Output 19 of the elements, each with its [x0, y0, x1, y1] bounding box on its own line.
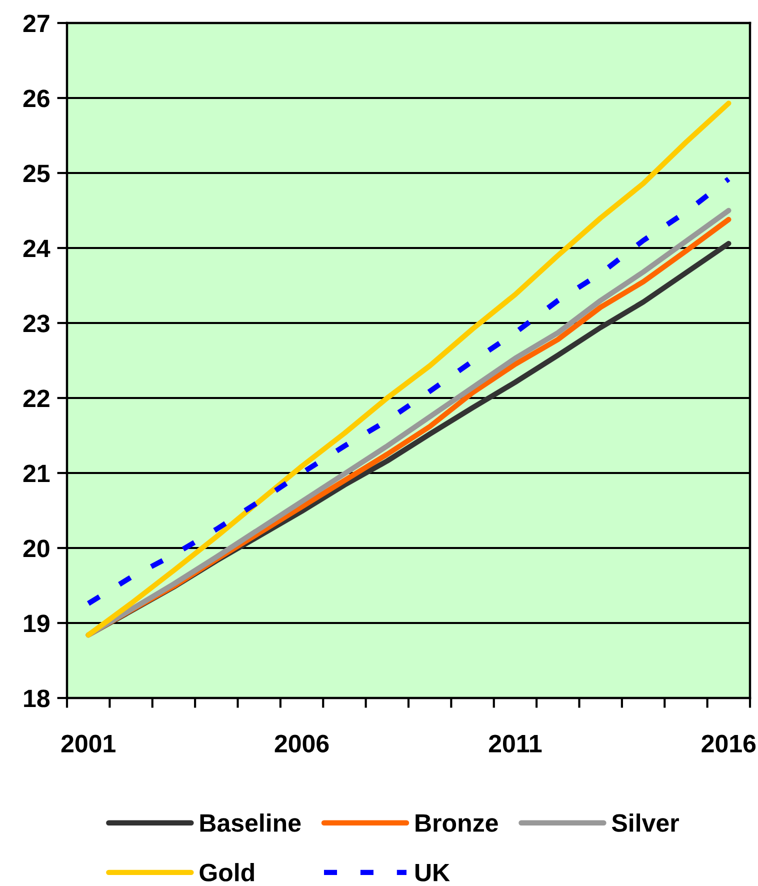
y-tick-label: 18 [24, 690, 50, 708]
x-tick-label: 2006 [274, 734, 329, 752]
legend-label: Gold [200, 863, 254, 882]
y-tick-label: 25 [23, 164, 50, 182]
y-tick-label: 22 [23, 390, 50, 408]
y-tick-label: 24 [23, 240, 50, 258]
y-tick-label: 27 [23, 14, 50, 32]
y-tick-label: 26 [23, 90, 50, 108]
legend-label: Silver [612, 814, 679, 832]
legend-label: Bronze [416, 814, 498, 832]
x-tick-label: 2001 [61, 734, 116, 752]
y-tick-label: 21 [23, 464, 50, 482]
x-tick-label: 2016 [702, 734, 756, 752]
y-tick-label: 23 [23, 314, 50, 332]
y-tick-label: 20 [23, 540, 50, 558]
legend-label: Baseline [200, 814, 301, 832]
y-tick-label: 19 [24, 614, 50, 632]
x-tick-label: 2011 [488, 734, 542, 752]
legend-label: UK [416, 864, 450, 882]
